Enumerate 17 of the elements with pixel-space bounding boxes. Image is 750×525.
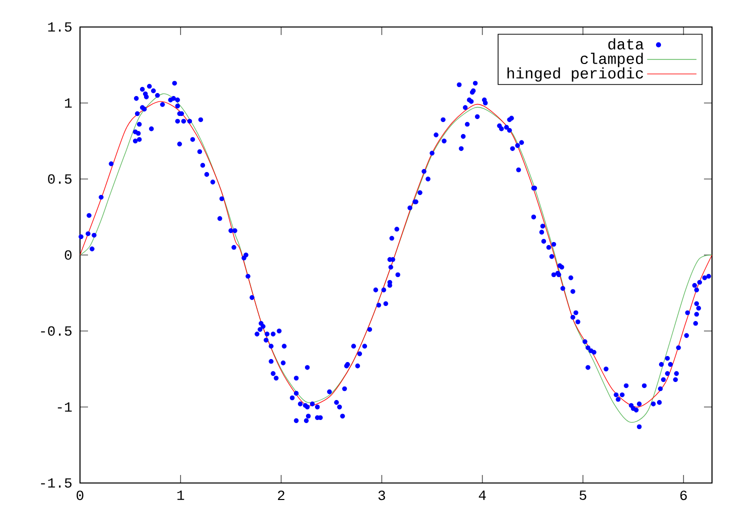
legend-label: clamped xyxy=(580,52,643,68)
legend-label: hinged periodic xyxy=(508,67,644,82)
legend-label: data xyxy=(608,38,644,50)
y-tick-label: 1 xyxy=(65,98,72,108)
x-tick-label: 6 xyxy=(680,490,687,500)
x-tick-label: 5 xyxy=(580,490,586,500)
x-tick-label: 1 xyxy=(177,490,184,500)
x-tick-label: 2 xyxy=(278,490,284,500)
y-tick-label: -1 xyxy=(58,402,72,412)
x-tick-label: 0 xyxy=(76,490,84,500)
y-tick-label: -1.5 xyxy=(41,478,72,488)
y-tick-label: -0.5 xyxy=(41,326,72,336)
y-tick-label: 0.5 xyxy=(48,174,72,184)
x-tick-label: 4 xyxy=(478,490,486,500)
y-tick-label: 1.5 xyxy=(48,22,72,32)
x-tick-label: 3 xyxy=(378,490,386,500)
y-tick-label: 0 xyxy=(64,250,72,260)
